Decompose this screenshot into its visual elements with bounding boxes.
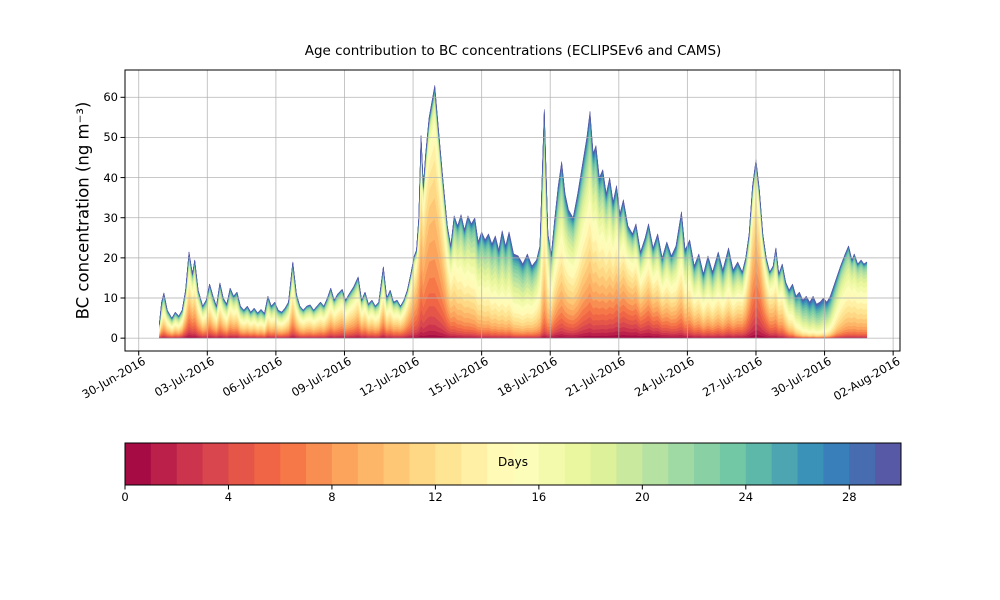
colorbar-segment	[745, 443, 773, 485]
colorbar-segment	[797, 443, 824, 485]
colorbar-segment	[409, 443, 436, 485]
y-tick-label: 60	[103, 90, 118, 105]
y-tick-label: 30	[103, 210, 118, 225]
y-tick-label: 50	[103, 130, 118, 145]
colorbar-border	[124, 442, 902, 486]
colorbar-tick-label: 4	[224, 490, 233, 504]
y-tick-label: 10	[103, 291, 118, 305]
colorbar-segment	[383, 443, 411, 485]
colorbar-segment	[694, 443, 721, 485]
colorbar-label: Days	[498, 455, 528, 469]
colorbar-segment	[642, 443, 669, 485]
colorbar-segment	[590, 443, 617, 485]
colorbar-segment	[823, 443, 850, 485]
colorbar-tick-label: 12	[428, 490, 443, 504]
colorbar-segment	[513, 443, 540, 485]
colorbar-segment	[435, 443, 462, 485]
colorbar-segment	[176, 443, 204, 485]
colorbar-segment	[487, 443, 514, 485]
colorbar-segment	[254, 443, 281, 485]
colorbar-segment	[668, 443, 695, 485]
colorbar-segment	[719, 443, 747, 485]
colorbar-segment	[771, 443, 799, 485]
colorbar-segment	[125, 443, 152, 485]
colorbar-tick-label: 24	[738, 490, 754, 504]
colorbar-segment	[228, 443, 255, 485]
colorbar-tick-label: 28	[841, 490, 857, 504]
y-tick-label: 40	[103, 170, 118, 185]
y-tick-label: 0	[110, 331, 118, 346]
colorbar-segment	[331, 443, 359, 485]
plot-border	[124, 69, 901, 352]
colorbar-tick-label: 8	[328, 490, 336, 504]
colorbar-segment	[357, 443, 385, 485]
colorbar-segment	[616, 443, 643, 485]
colorbar-tick-label: 0	[121, 490, 129, 504]
colorbar-segment	[875, 443, 902, 485]
colorbar-tick-label: 16	[531, 490, 547, 504]
colorbar-segment	[280, 443, 307, 485]
colorbar-segment	[306, 443, 333, 485]
y-tick-label: 20	[103, 250, 118, 265]
colorbar-segment	[538, 443, 566, 485]
chart-title: Age contribution to BC concentrations (E…	[304, 43, 722, 59]
colorbar-segment	[564, 443, 592, 485]
colorbar-segment	[461, 443, 488, 485]
colorbar-segment	[202, 443, 229, 485]
colorbar-segment	[150, 443, 178, 485]
colorbar-segment	[849, 443, 876, 485]
colorbar-tick-label: 20	[635, 490, 650, 504]
